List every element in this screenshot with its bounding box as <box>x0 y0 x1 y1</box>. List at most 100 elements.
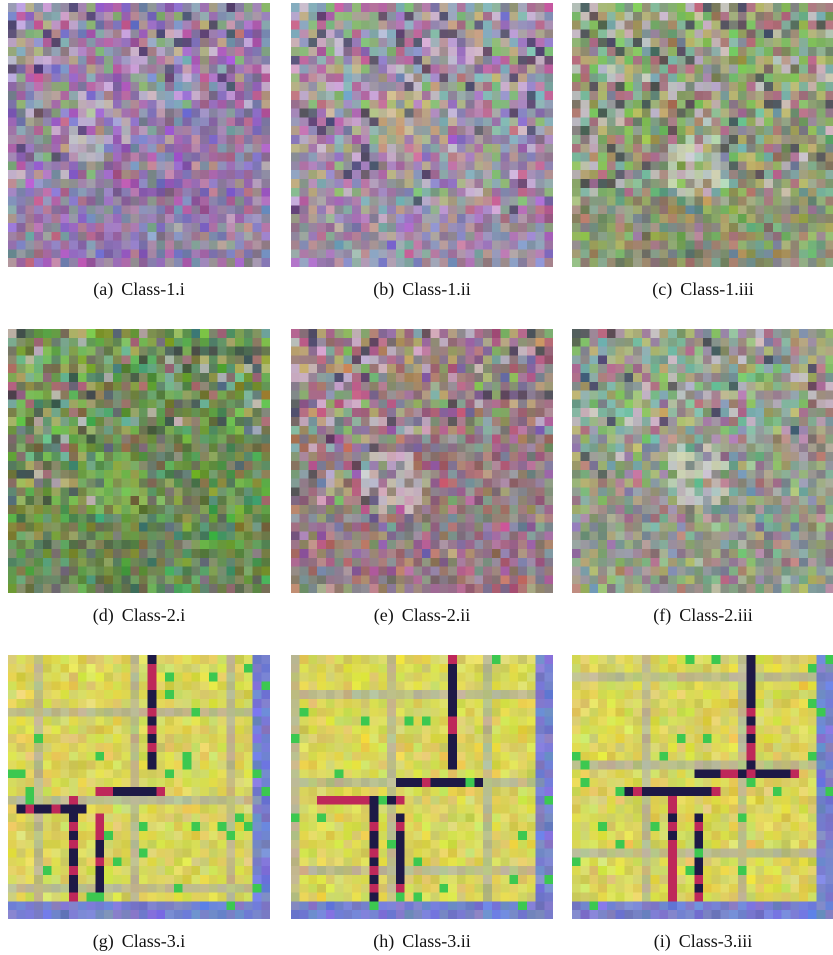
pixel <box>439 364 448 373</box>
pixel <box>466 496 475 505</box>
pixel <box>773 232 782 241</box>
pixel <box>361 479 370 488</box>
pixel <box>104 514 113 523</box>
pixel <box>130 514 139 523</box>
pixel <box>474 56 483 65</box>
pixel <box>235 109 244 118</box>
pixel <box>352 91 361 100</box>
pixel <box>668 144 677 153</box>
pixel <box>308 549 317 558</box>
pixel <box>457 496 466 505</box>
pixel <box>825 452 833 461</box>
pixel <box>156 56 165 65</box>
pixel <box>536 382 545 391</box>
pixel <box>335 161 344 170</box>
pixel <box>165 223 174 232</box>
pixel <box>544 452 553 461</box>
pixel <box>17 461 26 470</box>
pixel <box>370 232 379 241</box>
pixel <box>422 73 431 82</box>
pixel <box>413 214 422 223</box>
pixel <box>78 29 87 38</box>
pixel <box>300 584 309 593</box>
pixel <box>183 91 192 100</box>
pixel <box>624 399 633 408</box>
pixel <box>825 144 833 153</box>
pixel <box>87 435 96 444</box>
pixel <box>694 461 703 470</box>
pixel <box>148 214 157 223</box>
pixel <box>747 188 756 197</box>
pixel <box>677 258 686 267</box>
pixel <box>235 170 244 179</box>
pixel <box>291 3 300 12</box>
pixel <box>78 584 87 593</box>
pixel <box>633 382 642 391</box>
pixel <box>509 417 518 426</box>
pixel <box>291 479 300 488</box>
pixel <box>218 170 227 179</box>
pixel <box>457 452 466 461</box>
pixel <box>191 197 200 206</box>
pixel <box>174 347 183 356</box>
pixel <box>607 435 616 444</box>
pixel <box>536 584 545 593</box>
pixel <box>659 417 668 426</box>
pixel <box>720 100 729 109</box>
pixel <box>431 505 440 514</box>
pixel <box>651 391 660 400</box>
pixel <box>518 3 527 12</box>
pixel <box>782 338 791 347</box>
pixel <box>825 205 833 214</box>
pixel <box>52 109 61 118</box>
pixel <box>642 126 651 135</box>
pixel <box>343 443 352 452</box>
pixel <box>244 126 253 135</box>
pixel <box>817 364 826 373</box>
pixel <box>431 496 440 505</box>
pixel <box>104 3 113 12</box>
pixel <box>396 117 405 126</box>
pixel <box>738 214 747 223</box>
pixel <box>764 355 773 364</box>
pixel <box>396 109 405 118</box>
pixel <box>17 338 26 347</box>
pixel <box>261 100 270 109</box>
pixel <box>483 65 492 74</box>
pixel <box>17 479 26 488</box>
pixel <box>300 21 309 30</box>
pixel <box>616 12 625 21</box>
pixel <box>191 223 200 232</box>
pixel <box>113 426 122 435</box>
pixel <box>544 82 553 91</box>
pixel <box>808 241 817 250</box>
pixel <box>122 135 131 144</box>
pixel <box>235 399 244 408</box>
pixel <box>642 73 651 82</box>
pixel <box>200 188 209 197</box>
pixel <box>25 241 34 250</box>
pixel <box>720 47 729 56</box>
pixel <box>191 241 200 250</box>
pixel <box>808 47 817 56</box>
pixel <box>226 567 235 576</box>
pixel <box>457 364 466 373</box>
pixel <box>431 65 440 74</box>
pixel <box>642 355 651 364</box>
pixel <box>156 223 165 232</box>
pixel <box>738 38 747 47</box>
pixel <box>651 347 660 356</box>
pixel <box>122 479 131 488</box>
pixel <box>387 47 396 56</box>
pixel <box>439 126 448 135</box>
pixel <box>518 126 527 135</box>
pixel <box>492 109 501 118</box>
pixel <box>773 391 782 400</box>
pixel <box>624 161 633 170</box>
pixel <box>659 435 668 444</box>
pixel <box>387 100 396 109</box>
pixel <box>139 38 148 47</box>
pixel <box>773 82 782 91</box>
pixel <box>387 91 396 100</box>
pixel <box>226 514 235 523</box>
